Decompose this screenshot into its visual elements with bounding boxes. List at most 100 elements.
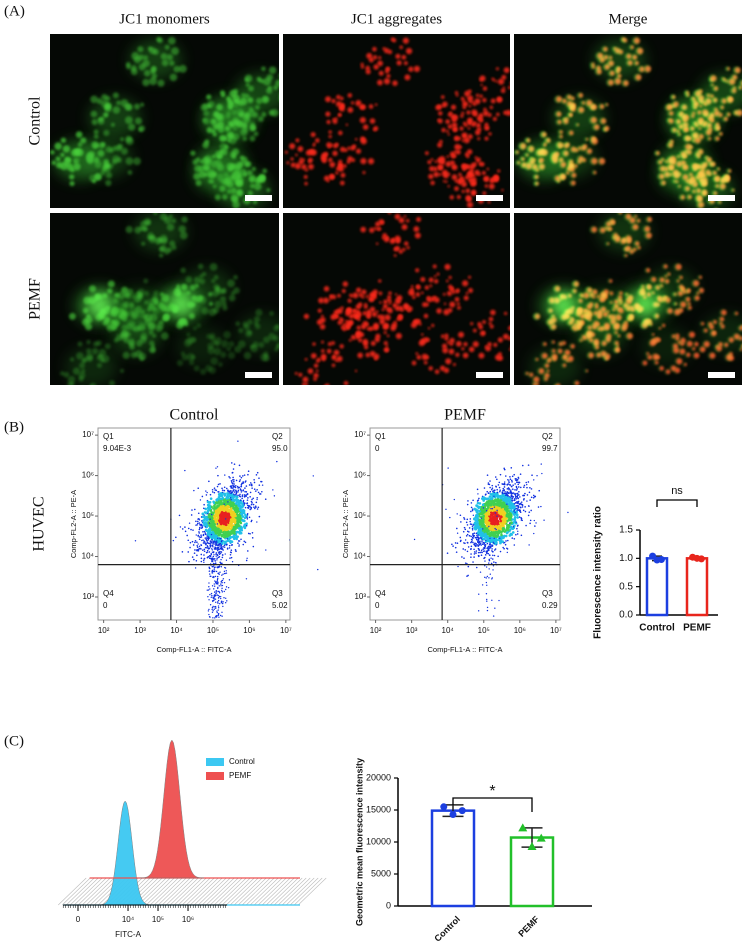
mito bbox=[444, 180, 448, 183]
mito bbox=[695, 175, 700, 180]
mito bbox=[578, 156, 584, 162]
mito bbox=[430, 180, 435, 186]
event bbox=[187, 539, 190, 542]
event bbox=[222, 491, 224, 493]
mito bbox=[715, 184, 720, 188]
mito bbox=[336, 310, 340, 314]
mito bbox=[416, 354, 422, 360]
column-header: JC1 aggregates bbox=[351, 11, 442, 27]
mito bbox=[635, 74, 642, 81]
mito bbox=[592, 289, 598, 295]
mito bbox=[122, 351, 130, 360]
mito bbox=[166, 223, 175, 231]
mito bbox=[668, 118, 674, 124]
event bbox=[184, 469, 186, 472]
mito bbox=[107, 325, 114, 332]
mito bbox=[685, 91, 690, 95]
mito bbox=[614, 299, 619, 305]
event bbox=[239, 495, 242, 498]
mito bbox=[705, 129, 712, 136]
mito bbox=[210, 118, 217, 125]
mito bbox=[193, 365, 200, 372]
mito bbox=[221, 93, 226, 98]
event bbox=[235, 530, 239, 534]
event bbox=[241, 515, 245, 518]
mito bbox=[532, 382, 537, 385]
mito bbox=[610, 319, 617, 325]
mito bbox=[706, 93, 711, 98]
mito bbox=[275, 344, 279, 349]
mito bbox=[501, 188, 504, 192]
event bbox=[199, 499, 202, 501]
mito bbox=[100, 358, 105, 363]
mito bbox=[586, 100, 593, 107]
mito bbox=[421, 353, 428, 361]
event bbox=[243, 494, 246, 496]
mito bbox=[604, 325, 610, 331]
event bbox=[234, 486, 237, 489]
event bbox=[198, 528, 201, 531]
mito bbox=[715, 177, 719, 181]
mito bbox=[69, 167, 75, 173]
mito bbox=[692, 139, 696, 142]
mito bbox=[60, 137, 67, 144]
mito bbox=[643, 319, 649, 325]
mito bbox=[534, 175, 539, 179]
event bbox=[206, 517, 209, 521]
mito bbox=[447, 124, 453, 129]
mito bbox=[124, 116, 133, 125]
mito bbox=[606, 310, 610, 313]
event bbox=[198, 531, 200, 533]
mito bbox=[365, 65, 370, 71]
mito bbox=[478, 118, 484, 123]
event bbox=[243, 540, 246, 543]
mito bbox=[354, 369, 358, 373]
event bbox=[244, 513, 247, 517]
mito bbox=[253, 316, 261, 323]
mito bbox=[412, 319, 418, 325]
mito bbox=[569, 113, 573, 117]
mito bbox=[549, 297, 555, 304]
event bbox=[233, 480, 235, 483]
mito bbox=[578, 107, 585, 113]
event bbox=[242, 489, 244, 492]
mito bbox=[723, 116, 728, 122]
mito bbox=[304, 168, 309, 172]
mito bbox=[588, 352, 595, 359]
event bbox=[520, 501, 523, 503]
event bbox=[181, 528, 184, 530]
event bbox=[217, 609, 219, 611]
event bbox=[207, 610, 210, 612]
mito bbox=[347, 146, 351, 150]
mito bbox=[383, 331, 387, 335]
mito bbox=[526, 153, 529, 157]
mito bbox=[644, 65, 652, 72]
event bbox=[527, 514, 530, 517]
mito bbox=[243, 351, 252, 360]
mito bbox=[130, 65, 137, 72]
mito bbox=[487, 200, 491, 204]
mito bbox=[337, 165, 343, 170]
mito bbox=[373, 64, 379, 70]
mito bbox=[141, 241, 146, 246]
event bbox=[228, 524, 232, 527]
event bbox=[220, 601, 222, 603]
mito bbox=[221, 301, 227, 307]
mito bbox=[566, 359, 570, 362]
mito bbox=[93, 134, 99, 139]
mito bbox=[234, 345, 242, 353]
mito bbox=[89, 174, 97, 182]
mito bbox=[193, 276, 201, 284]
mito bbox=[462, 352, 469, 359]
mito bbox=[63, 371, 70, 378]
mito bbox=[251, 166, 256, 172]
mito bbox=[332, 150, 338, 157]
event bbox=[237, 542, 239, 545]
mito bbox=[379, 301, 382, 304]
event bbox=[206, 549, 209, 552]
event bbox=[197, 534, 200, 537]
mito bbox=[691, 114, 695, 118]
event bbox=[220, 516, 224, 520]
mito bbox=[144, 300, 149, 305]
event bbox=[523, 486, 525, 489]
